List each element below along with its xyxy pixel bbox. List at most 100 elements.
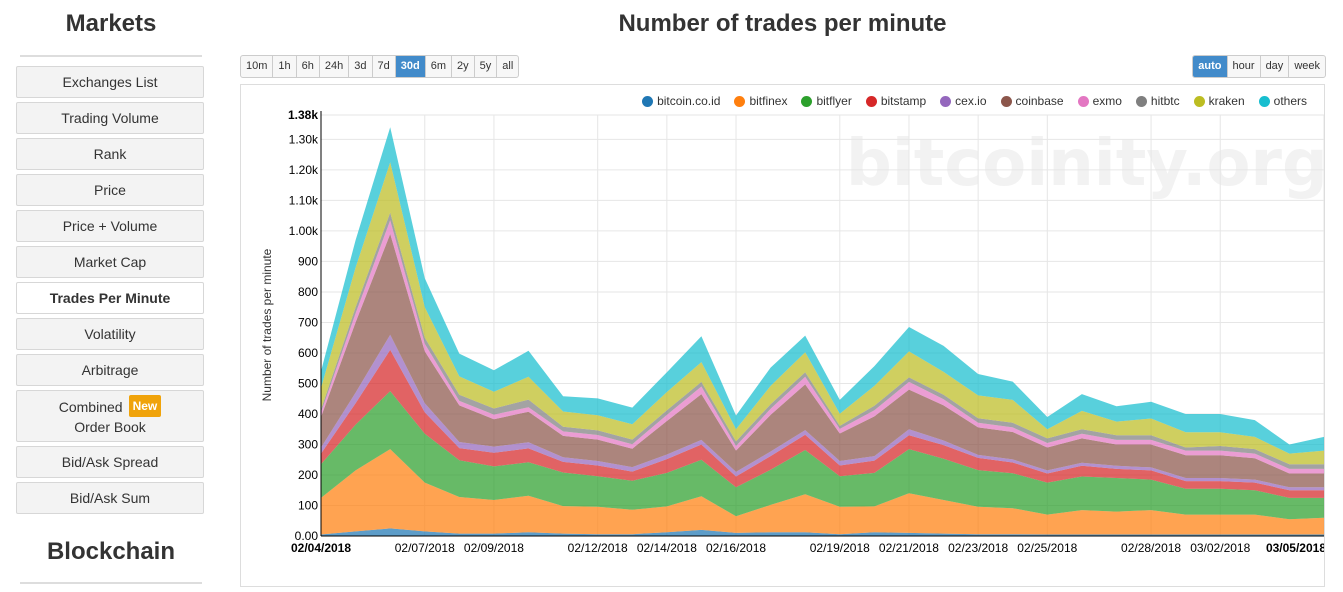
legend-item-coinbase[interactable]: coinbase <box>1000 94 1064 108</box>
menu-item-trading-volume[interactable]: Trading Volume <box>16 102 204 134</box>
x-tick-label: 02/14/2018 <box>637 541 697 555</box>
y-tick-label: 700 <box>298 315 318 329</box>
legend-label: bitstamp <box>880 94 927 108</box>
legend-item-bitstamp[interactable]: bitstamp <box>865 94 927 108</box>
blockchain-divider <box>20 582 202 584</box>
legend-swatch <box>734 95 746 107</box>
legend-swatch <box>1193 95 1205 107</box>
y-tick-label: 0.00 <box>295 529 319 543</box>
x-tick-label: 02/16/2018 <box>706 541 766 555</box>
range-button-5y[interactable]: 5y <box>475 56 498 77</box>
legend-label: bitflyer <box>816 94 852 108</box>
series-areas <box>321 127 1324 536</box>
x-tick-label: 02/07/2018 <box>395 541 455 555</box>
range-button-7d[interactable]: 7d <box>373 56 396 77</box>
menu-item-price[interactable]: Price <box>16 174 204 206</box>
menu-item-volatility[interactable]: Volatility <box>16 318 204 350</box>
legend-swatch <box>1258 95 1270 107</box>
range-button-6m[interactable]: 6m <box>426 56 453 77</box>
blockchain-heading: Blockchain <box>46 538 176 565</box>
y-tick-label: 900 <box>298 254 318 268</box>
legend-item-exmo[interactable]: exmo <box>1077 94 1122 108</box>
legend-item-cex-io[interactable]: cex.io <box>940 94 987 108</box>
x-tick-label: 03/05/2018 <box>1266 541 1324 555</box>
y-tick-label: 1.20k <box>289 163 319 177</box>
y-tick-label: 1.38k <box>288 108 318 122</box>
menu-item-bid-ask-spread[interactable]: Bid/Ask Spread <box>16 446 204 478</box>
legend-item-bitflyer[interactable]: bitflyer <box>801 94 852 108</box>
interval-button-hour[interactable]: hour <box>1228 56 1261 77</box>
interval-selector: auto hour day week <box>1192 55 1326 78</box>
legend-swatch <box>940 95 952 107</box>
y-tick-label: 1.30k <box>289 132 319 146</box>
y-tick-label: 1.10k <box>289 193 319 207</box>
range-button-all[interactable]: all <box>502 60 514 72</box>
sidebar: Markets Exchanges List Trading Volume Ra… <box>0 0 222 592</box>
menu-item-arbitrage[interactable]: Arbitrage <box>16 354 204 386</box>
axes: 0.00 100 200 300 400 500 600 700 800 900 1.00k 1.10… <box>288 108 1324 555</box>
x-tick-label: 02/23/2018 <box>948 541 1008 555</box>
y-tick-label: 100 <box>298 498 318 512</box>
menu-item-combined-order-book[interactable]: Combined New Order Book <box>16 390 204 442</box>
legend-label: bitfinex <box>749 94 788 108</box>
interval-button-day[interactable]: day <box>1261 56 1290 77</box>
range-button-24h[interactable]: 24h <box>320 56 350 77</box>
legend-label: hitbtc <box>1150 94 1180 108</box>
y-tick-label: 300 <box>298 437 318 451</box>
legend-label: kraken <box>1208 94 1245 108</box>
area-kraken[interactable] <box>321 162 1324 465</box>
x-tick-label: 02/12/2018 <box>568 541 628 555</box>
x-tick-label: 02/09/2018 <box>464 541 524 555</box>
range-button-1h[interactable]: 1h <box>273 56 297 77</box>
area-bitflyer[interactable] <box>321 391 1324 520</box>
range-button-2y[interactable]: 2y <box>452 56 475 77</box>
menu-item-trades-per-minute[interactable]: Trades Per Minute <box>16 282 204 314</box>
area-bitfinex[interactable] <box>321 449 1324 535</box>
range-button-6h[interactable]: 6h <box>297 56 320 77</box>
legend-item-hitbtc[interactable]: hitbtc <box>1135 94 1180 108</box>
legend-label: bitcoin.co.id <box>657 94 721 108</box>
menu-item-market-cap[interactable]: Market Cap <box>16 246 204 278</box>
y-tick-label: 400 <box>298 407 318 421</box>
x-tick-label: 03/02/2018 <box>1190 541 1250 555</box>
legend-swatch <box>1000 95 1012 107</box>
legend-swatch <box>1135 95 1147 107</box>
menu-item-price-volume[interactable]: Price + Volume <box>16 210 204 242</box>
area-others[interactable] <box>321 127 1324 454</box>
legend-item-others[interactable]: others <box>1258 94 1307 108</box>
legend-label: exmo <box>1092 94 1122 108</box>
legend-item-kraken[interactable]: kraken <box>1193 94 1245 108</box>
menu-item-combined-label: Combined <box>58 399 123 415</box>
y-tick-label: 1.00k <box>289 224 319 238</box>
legend-label: others <box>1273 94 1307 108</box>
watermark: bitcoinity.org <box>846 127 1324 201</box>
y-tick-label: 800 <box>298 285 318 299</box>
legend-label: coinbase <box>1015 94 1064 108</box>
stacked-area-chart: bitcoinity.org 0.00 100 200 300 400 500 600 700… <box>260 108 1324 555</box>
legend-swatch <box>642 95 654 107</box>
y-tick-label: 600 <box>298 346 318 360</box>
area-bitcoin-co-id[interactable] <box>321 528 1324 536</box>
legend-label: cex.io <box>955 94 987 108</box>
time-range-selector: 10m 1h 6h 24h 3d 7d 30d 6m 2y 5y all <box>240 55 520 78</box>
x-tick-label: 02/04/2018 <box>291 541 351 555</box>
legend-item-bitfinex[interactable]: bitfinex <box>734 94 787 108</box>
area-coinbase[interactable] <box>321 234 1324 488</box>
interval-button-auto[interactable]: auto <box>1193 56 1228 77</box>
x-tick-label: 02/19/2018 <box>810 541 870 555</box>
markets-divider <box>20 55 202 57</box>
legend-swatch <box>1077 95 1089 107</box>
interval-button-week[interactable]: week <box>1294 60 1320 72</box>
new-badge: New <box>128 395 162 417</box>
legend-item-bitcoin-co-id[interactable]: bitcoin.co.id <box>642 94 720 108</box>
range-button-30d[interactable]: 30d <box>395 56 426 77</box>
y-axis-label: Number of trades per minute <box>260 248 274 401</box>
menu-item-bid-ask-sum[interactable]: Bid/Ask Sum <box>16 482 204 514</box>
y-tick-label: 200 <box>298 468 318 482</box>
range-button-10m[interactable]: 10m <box>241 56 274 77</box>
menu-item-exchanges-list[interactable]: Exchanges List <box>16 66 204 98</box>
range-button-3d[interactable]: 3d <box>349 56 373 77</box>
area-bitstamp[interactable] <box>321 349 1324 498</box>
markets-heading: Markets <box>65 10 157 37</box>
menu-item-rank[interactable]: Rank <box>16 138 204 170</box>
